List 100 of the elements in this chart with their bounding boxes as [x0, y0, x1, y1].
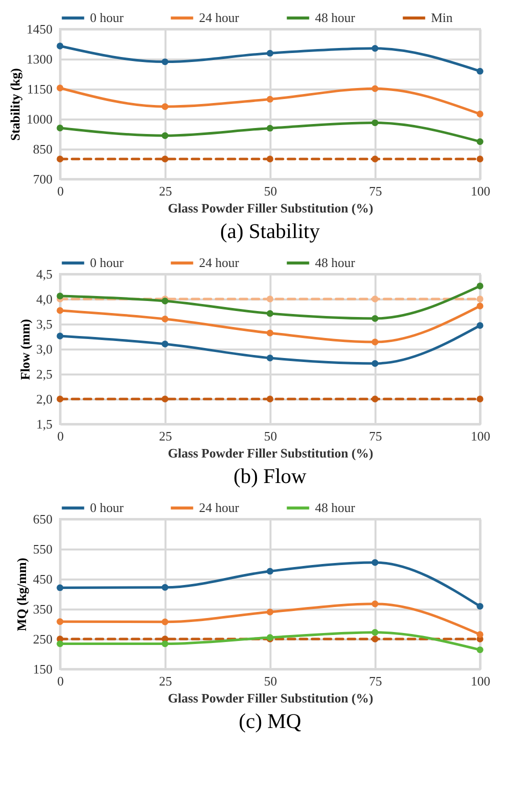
x-tick-label: 0	[57, 674, 64, 688]
x-tick-label: 25	[159, 674, 172, 688]
point	[266, 310, 274, 317]
y-tick-label: 1150	[26, 82, 52, 96]
point	[162, 316, 168, 322]
text: (c) MQ	[238, 709, 302, 733]
point	[476, 156, 484, 162]
point	[372, 85, 378, 92]
y-tick-label: 350	[33, 602, 52, 616]
point	[56, 640, 64, 648]
point	[476, 110, 484, 118]
legend-label: 0 hour	[90, 10, 124, 25]
point	[476, 631, 484, 638]
point	[266, 354, 274, 362]
point	[266, 296, 274, 302]
point	[372, 629, 378, 636]
legend-label: 24 hour	[199, 10, 240, 25]
point	[476, 296, 484, 302]
point	[56, 396, 64, 402]
legend-label: 24 hour	[199, 255, 240, 270]
point	[372, 396, 378, 402]
point	[162, 396, 168, 402]
point	[162, 584, 168, 591]
legend-label: 48 hour	[315, 255, 356, 270]
y-tick-label: 1000	[26, 112, 52, 126]
point	[372, 338, 378, 346]
point	[476, 282, 484, 290]
x-tick-label: 0	[57, 184, 64, 198]
legend-label: 24 hour	[199, 500, 240, 515]
y-tick-label: 550	[33, 542, 52, 556]
y-tick-label: 250	[33, 632, 52, 646]
x-axis-title: Glass Powder Filler Substitution (%)	[168, 200, 374, 216]
point	[372, 559, 378, 566]
point	[56, 84, 64, 92]
point	[372, 315, 378, 322]
point	[372, 600, 378, 608]
x-tick-label: 50	[264, 674, 277, 688]
x-tick-label: 50	[264, 184, 277, 198]
y-tick-label: 3,0	[36, 342, 52, 356]
y-tick-label: 2,0	[36, 392, 52, 406]
y-axis-title: Flow (mm)	[17, 318, 32, 380]
y-tick-label: 1,5	[36, 416, 52, 432]
legend-label: 0 hour	[90, 500, 124, 515]
point	[162, 340, 168, 348]
x-tick-label: 25	[159, 184, 172, 198]
y-tick-label: 1450	[26, 22, 52, 36]
x-tick-label: 100	[470, 674, 490, 688]
point	[372, 45, 378, 52]
point	[476, 646, 484, 654]
y-tick-label: 150	[33, 662, 52, 676]
x-tick-label: 75	[369, 184, 382, 198]
y-axis-title: Stability (kg)	[8, 68, 22, 141]
text: (b) Flow	[234, 464, 308, 488]
point	[266, 608, 274, 616]
point	[476, 602, 484, 610]
point	[162, 156, 168, 162]
x-tick-label: 75	[369, 428, 382, 444]
point	[56, 307, 64, 314]
point	[162, 103, 168, 110]
point	[266, 568, 274, 575]
point	[372, 360, 378, 367]
point	[476, 68, 484, 75]
point	[162, 640, 168, 648]
x-tick-label: 100	[470, 184, 490, 198]
point	[56, 124, 64, 132]
point	[372, 119, 378, 126]
point	[476, 396, 484, 402]
y-tick-label: 2,5	[36, 366, 52, 382]
point	[266, 50, 274, 57]
x-tick-label: 100	[470, 428, 490, 444]
point	[266, 156, 274, 162]
y-tick-label: 450	[33, 572, 52, 586]
point	[372, 296, 378, 302]
point	[266, 96, 274, 103]
point	[372, 636, 378, 642]
legend-label: 48 hour	[315, 10, 356, 25]
point	[476, 322, 484, 329]
text: (a) Stability	[220, 219, 320, 243]
legend-label: 48 hour	[315, 500, 356, 515]
point	[56, 156, 64, 162]
point	[476, 302, 484, 310]
y-tick-label: 4,5	[36, 266, 52, 282]
point	[266, 124, 274, 132]
point	[56, 332, 64, 340]
point	[56, 618, 64, 625]
x-tick-label: 50	[264, 428, 277, 444]
x-axis-title: Glass Powder Filler Substitution (%)	[168, 690, 374, 706]
legend-label: Min	[431, 10, 454, 25]
y-tick-label: 1300	[26, 52, 52, 66]
point	[56, 42, 64, 50]
x-tick-label: 0	[57, 428, 64, 444]
point	[56, 292, 64, 300]
point	[266, 330, 274, 336]
x-axis-title: Glass Powder Filler Substitution (%)	[168, 446, 374, 460]
point	[476, 138, 484, 145]
y-tick-label: 850	[33, 142, 52, 156]
point	[162, 618, 168, 626]
point	[372, 156, 378, 162]
y-axis-title: MQ (kg/mm)	[14, 558, 29, 632]
x-tick-label: 25	[159, 428, 172, 444]
